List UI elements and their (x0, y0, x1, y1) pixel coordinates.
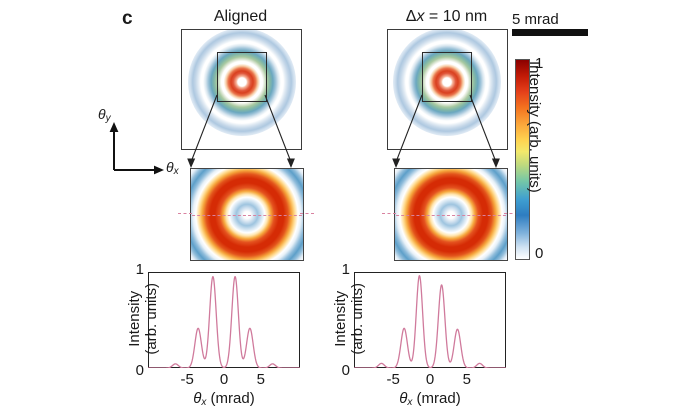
zoom-leader-lines-shifted (392, 94, 500, 168)
line-plot-aligned: 1 0 -5 0 5 θx (mrad) Intensity (arb. uni… (126, 261, 300, 408)
line-plot-shifted: 1 0 -5 0 5 θx (mrad) Intensity (arb. uni… (332, 261, 506, 408)
xaxis-label-shifted: θx (mrad) (399, 390, 461, 409)
profile-cut-line-shifted (395, 214, 507, 216)
xtick-0-aligned: 0 (219, 371, 229, 388)
cut-line-extension-left-a (178, 213, 192, 214)
xaxis-label-aligned: θx (mrad) (193, 390, 255, 409)
ytick-min-aligned: 0 (135, 362, 144, 379)
axes-arrows-icon (109, 122, 164, 175)
xtick-5-aligned: 5 (256, 371, 265, 388)
column-title-aligned: Aligned (181, 8, 300, 26)
yaxis-label-aligned: Intensity (arb. units) (126, 282, 160, 355)
diffraction-rings-aligned (187, 30, 296, 137)
scale-bar-line (512, 28, 588, 36)
profile-cut-line-aligned (191, 214, 303, 216)
colorbar-gradient (515, 59, 530, 260)
diffraction-panel-shifted (387, 29, 508, 150)
zoom-selection-box-shifted (422, 52, 472, 102)
plot-frame-shifted (354, 272, 506, 368)
scale-bar-label: 5 mrad (512, 11, 559, 28)
diffraction-panel-aligned (181, 29, 302, 150)
diffraction-rings-shifted (392, 30, 501, 137)
zoom-selection-box-aligned (217, 52, 267, 102)
zoomed-diffraction-shifted (394, 168, 508, 261)
theta-y-label: θy (98, 106, 111, 125)
delta-symbol: Δ (405, 8, 417, 25)
colorbar-axis-label: Intensity (arb. units) (526, 61, 543, 193)
profile-curve-shifted (354, 275, 506, 368)
xtick-neg5-shifted: -5 (386, 371, 400, 388)
zoomed-diffraction-aligned (190, 168, 304, 261)
scale-bar-group: 5 mrad (512, 12, 598, 36)
theta-axes-indicator: θy θx (98, 106, 190, 178)
x-variable: x (416, 8, 425, 25)
ytick-min-shifted: 0 (341, 362, 350, 379)
column-title-aligned-text: Aligned (213, 8, 268, 25)
ytick-max-aligned: 1 (135, 261, 144, 278)
cut-line-extension-right-b (504, 213, 518, 214)
xtick-0-shifted: 0 (425, 371, 435, 388)
column-title-shifted: Δx = 10 nm (387, 8, 506, 26)
panel-letter: c (122, 8, 133, 29)
xtick-5-shifted: 5 (462, 371, 471, 388)
cut-line-extension-left-b (300, 213, 314, 214)
column-title-shifted-value: = 10 nm (424, 8, 488, 25)
ytick-max-shifted: 1 (341, 261, 350, 278)
colorbar-min-tick: 0 (535, 245, 544, 262)
zoom-leader-lines-aligned (187, 94, 295, 168)
colorbar-group: 1 0 Intensity (arb. units) (515, 55, 595, 264)
yaxis-label-shifted: Intensity (arb. units) (332, 282, 366, 355)
profile-curve-aligned (148, 275, 300, 368)
cut-line-extension-right-a (382, 213, 396, 214)
theta-x-label: θx (166, 159, 179, 178)
colorbar-max-tick: 1 (535, 55, 544, 72)
xtick-neg5-aligned: -5 (180, 371, 194, 388)
